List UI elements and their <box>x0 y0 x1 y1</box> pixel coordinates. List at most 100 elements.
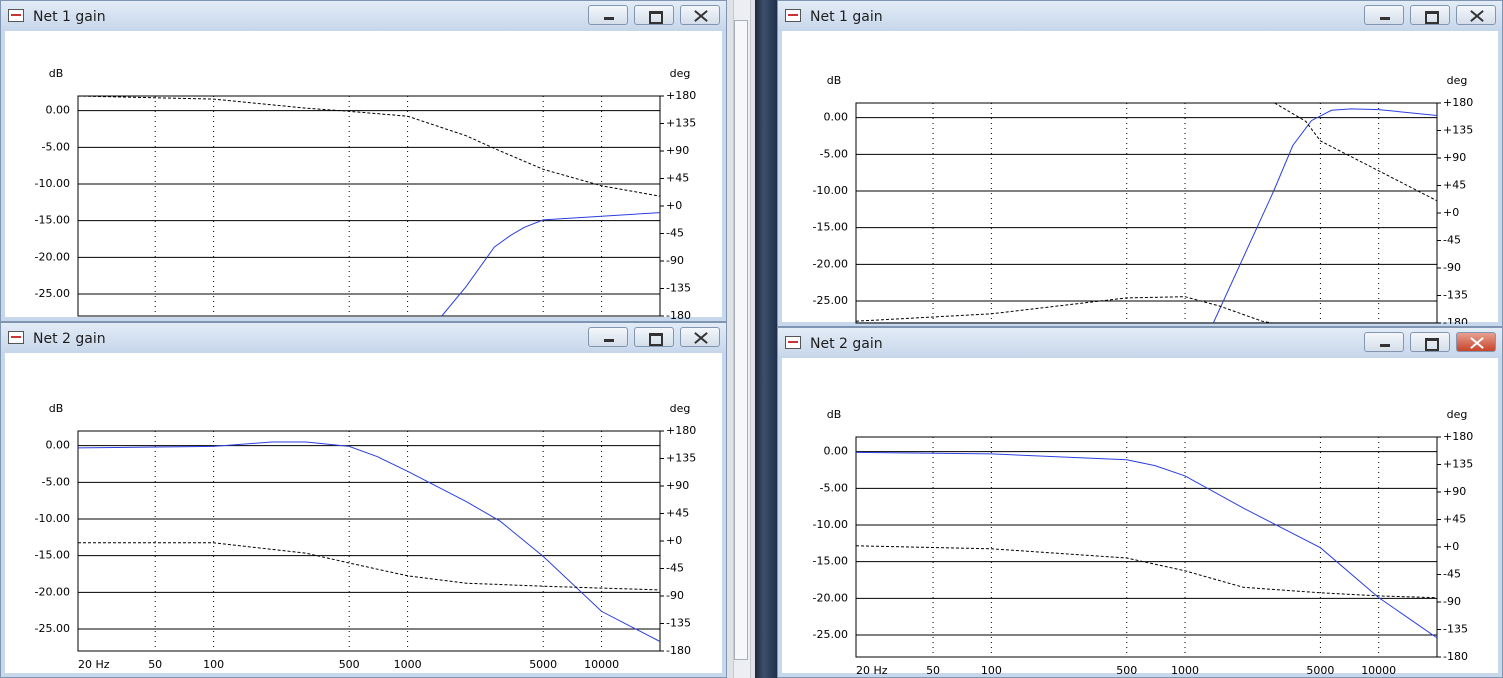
y-tick-label: -25.00 <box>813 294 848 307</box>
y2-tick-label: -135 <box>666 282 691 295</box>
y-tick-label: -20.00 <box>813 257 848 270</box>
y2-tick-label: +0 <box>666 199 682 212</box>
y2-tick-label: +180 <box>666 89 696 102</box>
y2-tick-label: -90 <box>666 254 684 267</box>
window-body: dB deg 0.00 -5.00 -10.00 -15.00 -20.00 -25.00 +1… <box>782 31 1498 324</box>
x-tick-label: 20 Hz <box>856 664 888 675</box>
y2-tick-label: +180 <box>1443 96 1473 109</box>
y2-tick-label: -135 <box>1443 289 1468 302</box>
minimize-button[interactable] <box>1364 332 1404 352</box>
y2-tick-label: -180 <box>1443 650 1468 663</box>
y-tick-label: -25.00 <box>35 622 70 635</box>
y2-tick-label: -45 <box>1443 568 1461 581</box>
title-bar: Net 1 gain <box>1 1 726 31</box>
window: Net 2 gain dB deg 0.00 -5.00 -10.00 -15.00 -20.… <box>777 327 1503 678</box>
plot-area <box>77 95 661 317</box>
window-icon <box>785 9 801 22</box>
phase-line <box>78 542 661 591</box>
y2-tick-label: +135 <box>1443 458 1473 471</box>
scroll-thumb[interactable] <box>734 20 748 660</box>
y2-axis-label: deg <box>670 67 691 80</box>
close-button[interactable] <box>680 327 720 347</box>
y2-tick-label: -180 <box>666 309 691 319</box>
window-icon <box>8 9 24 22</box>
y2-tick-label: -45 <box>666 227 684 240</box>
window: Net 2 gain dB deg 0.00 -5.00 -10.00 -15.00 -20.… <box>0 322 727 678</box>
y2-tick-label: -90 <box>1443 261 1461 274</box>
minimize-button[interactable] <box>588 5 628 25</box>
maximize-button[interactable] <box>1410 332 1450 352</box>
x-tick-label: 50 <box>148 658 162 671</box>
y-tick-label: -20.00 <box>813 591 848 604</box>
y2-tick-label: +0 <box>1443 206 1459 219</box>
gain-line <box>1212 108 1438 324</box>
y2-axis-label: deg <box>670 402 691 415</box>
window-body: dB deg 0.00 -5.00 -10.00 -15.00 -20.00 -25.00 +1… <box>5 353 722 673</box>
y2-tick-label: +135 <box>666 452 696 465</box>
maximize-button[interactable] <box>634 327 674 347</box>
plot-area <box>855 436 1438 658</box>
y-axis-label: dB <box>827 74 842 87</box>
window-edge <box>755 0 777 678</box>
gain-line <box>441 212 661 317</box>
close-button[interactable] <box>1456 5 1496 25</box>
y2-tick-label: +90 <box>1443 485 1466 498</box>
gain-line <box>855 451 1438 639</box>
y-tick-label: -15.00 <box>35 214 70 227</box>
window: Net 1 gain dB deg 0.00 -5.00 -10.00 -15.00 -20.… <box>0 0 727 322</box>
y2-tick-label: +90 <box>1443 151 1466 164</box>
x-tick-label: 10000 <box>584 658 619 671</box>
title-bar: Net 1 gain <box>778 1 1502 31</box>
x-tick-label: 1000 <box>1171 664 1199 675</box>
x-tick-label: 5000 <box>1306 664 1334 675</box>
y2-tick-label: -45 <box>1443 234 1461 247</box>
phase-line <box>77 95 661 197</box>
window-icon <box>8 331 24 344</box>
title-bar: Net 2 gain <box>778 328 1502 358</box>
y-tick-label: 0.00 <box>824 445 849 458</box>
y-axis-label: dB <box>49 402 64 415</box>
window-body: dB deg 0.00 -5.00 -10.00 -15.00 -20.00 -25.00 +1… <box>5 31 722 319</box>
y2-tick-label: -90 <box>666 589 684 602</box>
y2-tick-label: -135 <box>666 617 691 630</box>
y-tick-label: -20.00 <box>35 250 70 263</box>
y2-tick-label: +45 <box>1443 179 1466 192</box>
x-tick-label: 500 <box>339 658 360 671</box>
minimize-button[interactable] <box>588 327 628 347</box>
y-tick-label: 0.00 <box>824 111 849 124</box>
y2-tick-label: -135 <box>1443 623 1468 636</box>
y-tick-label: -5.00 <box>820 147 848 160</box>
scrollbar[interactable] <box>727 0 777 678</box>
minimize-button[interactable] <box>1364 5 1404 25</box>
x-tick-label: 500 <box>1116 664 1137 675</box>
close-button[interactable] <box>680 5 720 25</box>
window: Net 1 gain dB deg 0.00 -5.00 -10.00 -15.00 -20.… <box>777 0 1503 327</box>
close-button[interactable] <box>1456 332 1496 352</box>
y-tick-label: -10.00 <box>813 184 848 197</box>
y2-tick-label: +180 <box>1443 430 1473 443</box>
maximize-button[interactable] <box>634 5 674 25</box>
y2-tick-label: +90 <box>666 144 689 157</box>
y2-tick-label: +180 <box>666 424 696 437</box>
x-tick-label: 100 <box>981 664 1002 675</box>
x-tick-label: 5000 <box>529 658 557 671</box>
phase-line <box>855 545 1438 599</box>
y2-tick-label: -45 <box>666 562 684 575</box>
chart: dB deg 0.00 -5.00 -10.00 -15.00 -20.00 -25.00 +1… <box>35 402 697 671</box>
x-tick-label: 20 Hz <box>78 658 110 671</box>
y-tick-label: 0.00 <box>46 439 71 452</box>
y2-tick-label: +0 <box>1443 540 1459 553</box>
y-axis-label: dB <box>49 67 64 80</box>
maximize-button[interactable] <box>1410 5 1450 25</box>
y-tick-label: -10.00 <box>35 512 70 525</box>
window-title: Net 1 gain <box>33 9 106 25</box>
y-axis-label: dB <box>827 408 842 421</box>
chart: dB deg 0.00 -5.00 -10.00 -15.00 -20.00 -25.00 +1… <box>813 408 1474 675</box>
plot-area <box>77 430 661 652</box>
y2-tick-label: +45 <box>666 507 689 520</box>
window-body: dB deg 0.00 -5.00 -10.00 -15.00 -20.00 -25.00 +1… <box>782 358 1498 675</box>
y2-tick-label: -180 <box>1443 316 1468 324</box>
y-tick-label: -25.00 <box>35 287 70 300</box>
x-tick-label: 100 <box>203 658 224 671</box>
